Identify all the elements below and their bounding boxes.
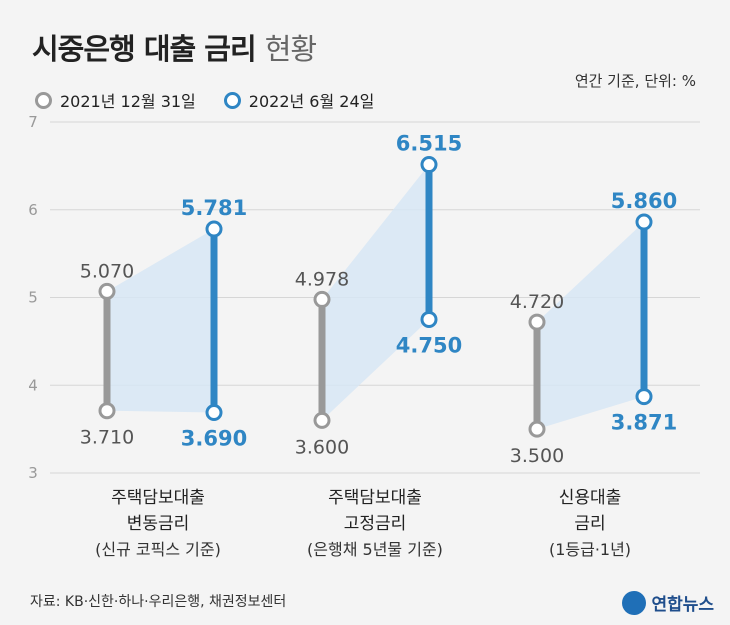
chart-title-sub: 현황	[264, 32, 317, 66]
category-2-line2: 금리	[574, 514, 606, 534]
category-label-1: 주택담보대출 고정금리 (은행채 5년물 기준)	[275, 485, 475, 563]
source-note: 자료: KB·신한·하나·우리은행, 채권정보센터	[30, 594, 287, 610]
unit-note: 연간 기준, 단위: %	[574, 72, 696, 90]
category-label-2: 신용대출 금리 (1등급·1년)	[490, 485, 690, 563]
legend-label-old: 2021년 12월 31일	[60, 92, 196, 111]
category-1-note: (은행채 5년물 기준)	[307, 540, 443, 559]
high-point-s0-2	[528, 313, 546, 331]
change-band-2	[537, 222, 644, 430]
category-2-line1: 신용대출	[558, 488, 622, 508]
high-point-s1-0	[205, 220, 223, 238]
y-tick-label-7: 7	[28, 113, 38, 131]
low-label-s0-0: 3.710	[80, 427, 134, 449]
category-1-line1: 주택담보대출	[328, 488, 422, 508]
low-point-s1-0	[205, 403, 223, 421]
low-label-s1-0: 3.690	[181, 426, 247, 450]
chart-title-main: 시중은행 대출 금리	[32, 32, 257, 66]
legend: 2021년 12월 31일 2022년 6월 24일	[35, 88, 374, 112]
y-tick-label-6: 6	[28, 201, 38, 219]
category-0-note: (신규 코픽스 기준)	[95, 540, 221, 559]
high-point-s1-1	[420, 156, 438, 174]
high-label-s0-2: 4.720	[510, 291, 564, 313]
high-label-s0-0: 5.070	[80, 260, 134, 282]
change-band-0	[107, 228, 214, 413]
low-point-s0-1	[313, 411, 331, 429]
low-point-s1-2	[635, 388, 653, 406]
low-label-s1-2: 3.871	[611, 411, 677, 435]
legend-marker-new	[223, 91, 241, 109]
high-point-s0-1	[313, 290, 331, 308]
y-tick-label-3: 3	[28, 464, 38, 482]
category-label-0: 주택담보대출 변동금리 (신규 코픽스 기준)	[58, 485, 258, 563]
publisher-logo: 연합뉴스	[622, 590, 714, 615]
high-label-s1-1: 6.515	[396, 132, 462, 156]
change-band-1	[322, 164, 429, 421]
low-point-s1-1	[420, 310, 438, 328]
y-tick-label-5: 5	[28, 289, 38, 307]
category-0-line2: 변동금리	[126, 514, 190, 534]
legend-marker-old	[35, 91, 52, 109]
low-label-s0-2: 3.500	[510, 445, 564, 467]
low-point-s0-0	[98, 402, 116, 420]
legend-label-new: 2022년 6월 24일	[248, 92, 375, 111]
y-tick-label-4: 4	[28, 376, 38, 394]
low-point-s0-2	[528, 420, 546, 438]
category-1-line2: 고정금리	[343, 514, 407, 534]
category-0-line1: 주택담보대출	[111, 488, 205, 508]
high-label-s1-0: 5.781	[181, 196, 247, 220]
publisher-logo-icon	[622, 590, 647, 615]
low-label-s0-1: 3.600	[295, 436, 349, 458]
high-label-s1-2: 5.860	[611, 189, 677, 213]
low-label-s1-1: 4.750	[396, 333, 462, 357]
high-point-s0-0	[98, 282, 116, 300]
chart-title: 시중은행 대출 금리 현황	[32, 26, 317, 68]
high-point-s1-2	[635, 213, 653, 231]
high-label-s0-1: 4.978	[295, 268, 349, 290]
publisher-logo-text: 연합뉴스	[651, 595, 714, 615]
category-2-note: (1등급·1년)	[548, 540, 632, 559]
